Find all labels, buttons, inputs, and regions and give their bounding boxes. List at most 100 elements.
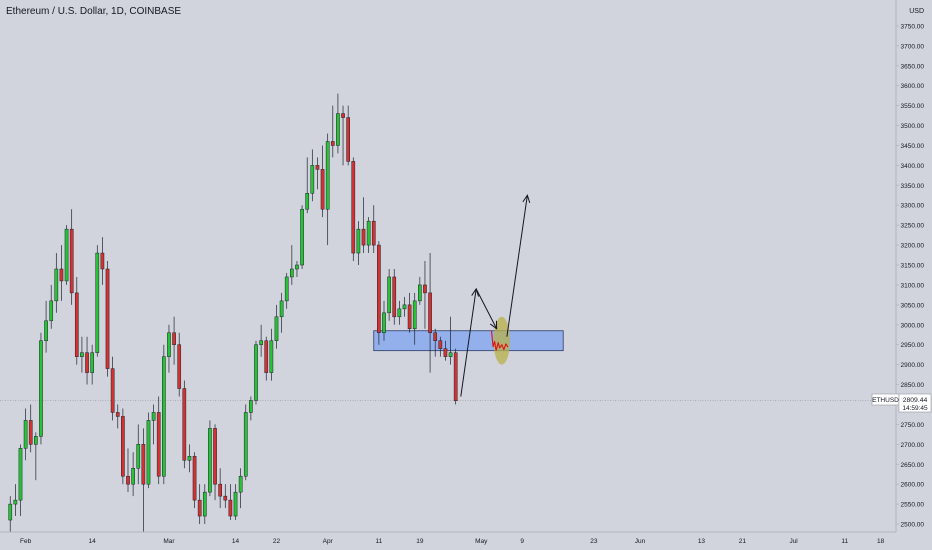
candle-body [197,499,202,517]
candle-body [428,292,432,333]
price-tick-label: 3400.00 [901,163,925,170]
price-tick-label: 2700.00 [901,442,925,449]
price-tick-label: 2600.00 [901,482,925,489]
price-tick-label: 2500.00 [901,522,925,529]
candle-body [136,444,141,469]
candle-body [146,420,151,485]
price-tick-label: 2950.00 [901,342,925,349]
candle-body [13,499,18,505]
time-tick-label: 9 [520,538,524,545]
candle-body [392,276,397,318]
price-tick-label: 2550.00 [901,502,925,509]
candle-body [18,448,23,501]
candle-body [192,456,197,501]
time-tick-label: 13 [698,538,706,545]
candle-body [382,312,386,333]
candle-body [105,268,110,369]
candle-body [172,332,176,345]
trend-arrow-line [460,288,477,397]
candle-body [115,412,120,417]
price-tick-label: 3300.00 [901,203,925,210]
trend-arrow-line [506,195,528,337]
candle-body [310,165,315,194]
price-tick-label: 3100.00 [901,282,925,289]
price-tick-label: 3200.00 [901,243,925,250]
candle-body [377,244,381,333]
time-tick-label: Apr [323,538,334,545]
candle-body [218,483,222,497]
candle-body [346,117,350,162]
price-tick-label: 3550.00 [901,103,925,110]
candle-body [213,428,217,485]
candle-body [423,284,427,294]
candle-body [28,420,33,445]
candle-body [412,300,417,330]
candle-body [228,499,233,517]
candle-body [249,400,253,413]
time-tick-label: Jun [635,538,646,545]
price-tick-label: 3450.00 [901,143,925,150]
candle-body [110,368,115,413]
candle-body [366,220,371,246]
candle-body [126,475,130,485]
candle-body [320,169,325,210]
candle-body [59,268,64,282]
candle-body [315,165,320,170]
price-tick-label: 3150.00 [901,263,925,270]
candle-body [167,332,171,357]
time-tick-label: 23 [590,538,598,545]
currency-label: USD [909,8,924,15]
countdown-label: 14:59:45 [902,405,928,412]
candle-body [187,456,192,461]
price-tick-label: 3250.00 [901,223,925,230]
candle-body [100,252,105,270]
candle-body [418,284,422,302]
drawings [460,194,531,397]
price-tick-label: 3750.00 [901,23,925,30]
candle-body [402,304,407,310]
candle-body [356,228,361,254]
candle-body [54,268,59,302]
candle-body [341,113,345,118]
ticker-tag: ETHUSD [872,397,899,404]
candle-body [448,352,453,357]
time-tick-label: 18 [877,538,885,545]
candle-body [330,141,335,146]
candle-body [433,332,438,341]
trend-arrow-head [489,320,498,330]
candle-body [64,228,69,282]
candle-body [290,268,294,278]
candle-body [351,161,356,254]
candle-body [284,276,289,302]
candle-body [182,388,187,461]
candle-body [371,220,376,246]
time-tick-label: Mar [163,538,175,545]
time-tick-label: 19 [416,538,424,545]
candle-body [49,300,54,322]
candles [8,93,458,532]
candle-body [74,292,79,357]
candle-body [208,428,212,493]
candle-body [34,436,38,445]
candle-body [300,208,304,266]
price-tick-label: 2650.00 [901,462,925,469]
candle-body [23,420,28,449]
trend-arrow-head [522,194,531,204]
candle-body [259,340,263,345]
candle-body [151,412,156,421]
candle-body [202,491,207,517]
price-tick-label: 3700.00 [901,43,925,50]
candle-body [39,340,43,437]
candle-body [177,344,182,389]
candle-body [387,276,391,314]
time-tick-label: 14 [232,538,240,545]
time-tick-label: 21 [739,538,747,545]
highlight-circle [493,316,510,365]
candle-body [438,340,443,349]
price-tick-label: 3500.00 [901,123,925,130]
price-tick-label: 2900.00 [901,362,925,369]
candle-body [254,344,258,401]
candle-body [131,467,135,485]
